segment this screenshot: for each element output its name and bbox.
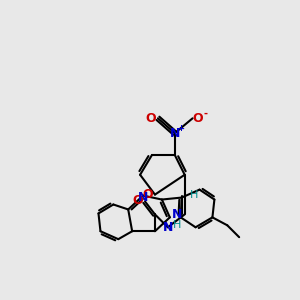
Text: N: N: [172, 208, 182, 221]
Text: N: N: [138, 191, 148, 204]
Text: O: O: [143, 188, 153, 201]
Text: N: N: [163, 221, 173, 234]
Text: -: -: [203, 108, 208, 118]
Text: H: H: [189, 190, 198, 200]
Text: O: O: [192, 112, 203, 125]
Text: +: +: [177, 124, 184, 133]
Text: N: N: [169, 127, 180, 140]
Text: O: O: [133, 194, 143, 207]
Text: O: O: [146, 112, 156, 125]
Text: H: H: [172, 220, 181, 230]
